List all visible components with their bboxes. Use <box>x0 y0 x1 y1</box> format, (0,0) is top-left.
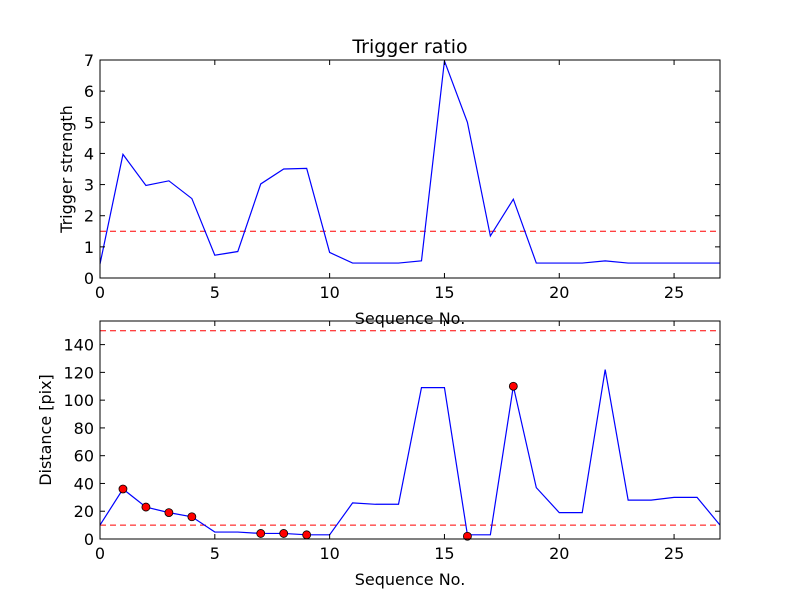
y-tick-label: 60 <box>74 447 94 466</box>
x-tick-label: 0 <box>95 283 105 302</box>
x-tick-label: 5 <box>210 544 220 563</box>
x-tick-label: 20 <box>549 283 569 302</box>
x-tick-label: 20 <box>549 544 569 563</box>
y-tick-label: 0 <box>84 269 94 288</box>
series-line <box>99 369 721 536</box>
x-tick-label: 10 <box>319 544 339 563</box>
x-tick-label: 15 <box>434 283 454 302</box>
plot-frame <box>99 59 721 279</box>
y-tick-label: 80 <box>74 419 94 438</box>
y-tick-label: 40 <box>74 474 94 493</box>
x-tick-label: 5 <box>210 283 220 302</box>
y-tick-label: 7 <box>84 51 94 70</box>
y-tick-label: 2 <box>84 207 94 226</box>
data-point <box>164 508 174 518</box>
data-point <box>463 531 472 541</box>
y-axis-label: Distance [pix] <box>36 374 55 486</box>
data-point <box>141 502 151 512</box>
y-tick-label: 0 <box>84 530 94 549</box>
trigger-ratio-chart: Trigger ratio Sequence No. Trigger stren… <box>57 36 721 328</box>
x-tick-label: 25 <box>664 283 684 302</box>
plot-frame <box>99 320 721 540</box>
y-axis-label: Trigger strength <box>57 105 76 234</box>
data-point <box>302 530 312 540</box>
chart-title: Trigger ratio <box>351 36 467 58</box>
x-axis-label: Sequence No. <box>355 570 466 589</box>
y-tick-label: 100 <box>63 391 94 410</box>
y-tick-label: 6 <box>84 82 94 101</box>
x-tick-label: 15 <box>434 544 454 563</box>
data-point <box>256 529 266 538</box>
x-tick-label: 25 <box>664 544 684 563</box>
x-tick-label: 0 <box>95 544 105 563</box>
y-tick-label: 140 <box>63 336 94 355</box>
series-line <box>99 60 720 265</box>
data-point <box>279 529 289 538</box>
data-point <box>187 512 197 522</box>
x-tick-label: 10 <box>319 283 339 302</box>
x-axis-label: Sequence No. <box>355 309 466 328</box>
y-tick-label: 120 <box>63 363 94 382</box>
data-point <box>508 381 518 391</box>
data-point <box>118 484 128 494</box>
y-tick-label: 5 <box>84 113 94 132</box>
y-tick-label: 20 <box>74 502 94 521</box>
distance-chart: Sequence No. Distance [pix] 0 5 10 15 20 25 0 2… <box>36 320 721 589</box>
y-tick-label: 4 <box>84 144 94 163</box>
y-tick-label: 1 <box>84 238 94 257</box>
y-tick-label: 3 <box>84 176 94 195</box>
